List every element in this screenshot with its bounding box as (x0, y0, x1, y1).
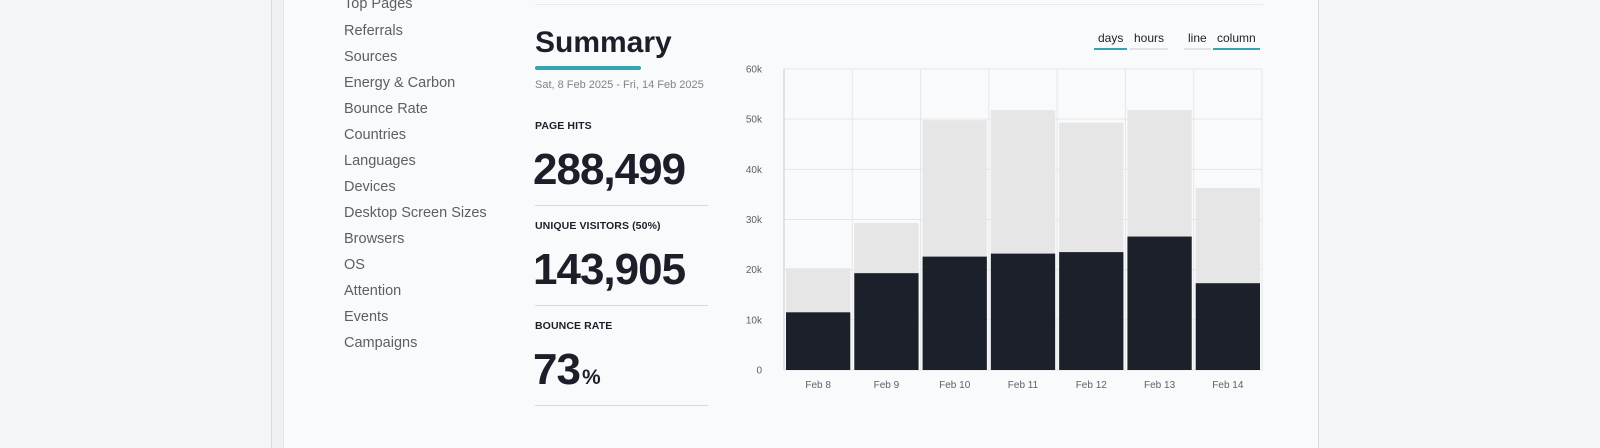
sidebar-item-attention[interactable]: Attention (344, 283, 402, 299)
sidebar-item-sources[interactable]: Sources (344, 49, 398, 65)
sidebar-item-languages[interactable]: Languages (344, 153, 416, 169)
unique-visitors-label: UNIQUE VISITORS (50%) (535, 220, 661, 232)
sidebar-item-top-pages[interactable]: Top Pages (344, 0, 413, 12)
sidebar-item-campaigns[interactable]: Campaigns (344, 335, 418, 351)
bounce-rate-unit: % (581, 366, 601, 389)
hits-chart: 0 10k 20k 30k 40k 50k 60k Feb 8 Feb 9 Feb 10 Feb 1… (746, 65, 1263, 391)
y-tick-label: 50k (746, 115, 763, 126)
x-tick-label: Feb 9 (874, 380, 900, 391)
x-tick-label: Feb 11 (1008, 380, 1039, 391)
y-tick-label: 60k (746, 65, 763, 76)
section-divider (535, 4, 1263, 5)
sidebar-item-events[interactable]: Events (344, 309, 389, 325)
toggle-hours[interactable]: hours (1130, 31, 1169, 50)
bar-unique-visitors (922, 256, 987, 370)
date-range: Sat, 8 Feb 2025 - Fri, 14 Feb 2025 (535, 79, 704, 91)
metric-divider (535, 305, 708, 306)
sidebar-item-energy-carbon[interactable]: Energy & Carbon (344, 75, 456, 91)
y-tick-label: 20k (746, 265, 763, 276)
x-tick-label: Feb 14 (1212, 380, 1244, 391)
metric-divider (535, 405, 708, 406)
page-hits-value: 288,499 (533, 145, 686, 194)
sidebar-item-devices[interactable]: Devices (344, 179, 396, 195)
sidebar-item-desktop-screen-sizes[interactable]: Desktop Screen Sizes (344, 205, 487, 221)
sidebar-item-referrals[interactable]: Referrals (344, 23, 403, 39)
bar-unique-visitors (1127, 236, 1192, 370)
sidebar-item-os[interactable]: OS (344, 257, 365, 273)
toggle-days[interactable]: days (1094, 31, 1128, 50)
y-tick-label: 10k (746, 315, 763, 326)
bounce-rate-label: BOUNCE RATE (535, 320, 613, 332)
y-tick-label: 0 (756, 366, 762, 377)
bar-unique-visitors (1195, 283, 1260, 370)
toggle-column[interactable]: column (1213, 31, 1260, 50)
title-underline (535, 66, 641, 70)
x-tick-label: Feb 8 (805, 380, 831, 391)
toggle-line[interactable]: line (1184, 31, 1211, 50)
x-tick-label: Feb 12 (1076, 380, 1108, 391)
sidebar-item-countries[interactable]: Countries (344, 127, 407, 143)
x-tick-label: Feb 10 (939, 380, 971, 391)
bar-unique-visitors (1059, 252, 1124, 370)
bar-unique-visitors (786, 312, 851, 370)
bar-unique-visitors (990, 253, 1056, 370)
bounce-rate-number: 73 (533, 345, 581, 394)
y-tick-label: 40k (746, 165, 763, 176)
y-tick-label: 30k (746, 215, 763, 226)
sidebar-item-bounce-rate[interactable]: Bounce Rate (344, 101, 428, 117)
page-hits-label: PAGE HITS (535, 120, 592, 132)
metric-divider (535, 205, 708, 206)
x-tick-label: Feb 13 (1144, 380, 1176, 391)
page-title: Summary (535, 26, 672, 59)
bounce-rate-value: 73% (533, 345, 601, 395)
sidebar-item-browsers[interactable]: Browsers (344, 231, 405, 247)
bar-unique-visitors (854, 273, 919, 370)
unique-visitors-value: 143,905 (533, 245, 686, 294)
